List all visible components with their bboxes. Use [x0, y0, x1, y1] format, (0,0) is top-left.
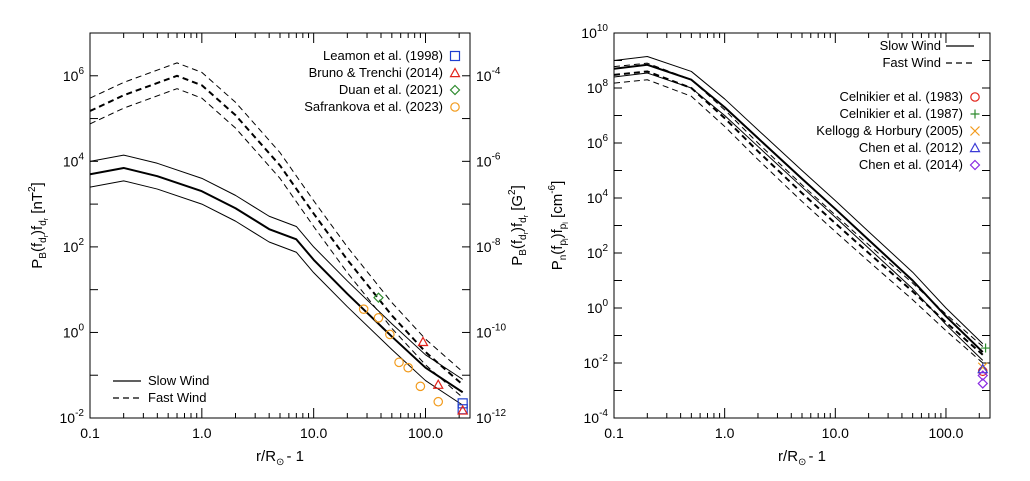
x-axis-label: r/R⊙ - 1	[778, 448, 826, 468]
y-axis-label: Pn(fpl)fpl [cm-6]	[547, 181, 570, 271]
series-line	[90, 154, 463, 380]
y-tick-label: 10-2	[584, 353, 609, 371]
y2-tick-label: 10-10	[476, 322, 506, 340]
y-tick-label: 10-4	[584, 408, 609, 426]
data-marker	[385, 329, 395, 340]
x-tick-label: 100.0	[408, 425, 443, 441]
legend-label: Chen et al. (2012)	[859, 140, 963, 155]
y-tick-label: 102	[587, 243, 609, 261]
legend-label: Celnikier et al. (1987)	[839, 106, 963, 121]
legend-marker	[969, 159, 981, 171]
series-line	[90, 166, 464, 394]
legend-label: Duan et al. (2021)	[339, 82, 443, 97]
line-legend-label: Fast Wind	[148, 390, 207, 405]
x-tick-label: 0.1	[80, 425, 100, 441]
data-marker	[373, 292, 384, 304]
data-marker	[415, 381, 426, 392]
data-marker	[457, 398, 468, 409]
series-line	[614, 55, 984, 345]
line-legend-label: Slow Wind	[880, 38, 941, 53]
data-marker	[432, 378, 444, 389]
y2-tick-label: 10-12	[476, 408, 506, 426]
legend-label: Bruno & Trenchi (2014)	[309, 65, 443, 80]
line-legend-label: Slow Wind	[148, 373, 209, 388]
x-axis-label: r/R⊙ - 1	[256, 448, 304, 468]
x-tick-label: 10.0	[300, 425, 327, 441]
data-marker	[403, 362, 413, 373]
x-tick-label: 1.0	[715, 425, 735, 441]
series-line	[90, 180, 463, 406]
y-tick-label: 100	[587, 298, 609, 316]
legend-label: Chen et al. (2014)	[859, 157, 963, 172]
legend-label: Safrankova et al. (2023)	[304, 99, 443, 114]
left-chart: 0.1 1.0 10.0 100.0 10-2 100 102 104 106 10-12 10-1…	[27, 32, 530, 468]
data-marker	[977, 378, 989, 389]
legend: Celnikier et al. (1983) Celnikier et al. …	[816, 89, 981, 172]
curves	[90, 62, 464, 406]
legend-marker	[970, 109, 980, 119]
legend-label: Celnikier et al. (1983)	[839, 89, 963, 104]
data-marker	[981, 343, 991, 353]
legend: Leamon et al. (1998) Bruno & Trenchi (201…	[304, 48, 461, 114]
y-tick-label: 102	[63, 237, 85, 255]
y-tick-label: 10-2	[60, 408, 85, 426]
y-axis-label: PB(fdr)fdr [nT2]	[27, 182, 50, 268]
data-marker	[433, 396, 444, 407]
data-marker	[457, 404, 469, 415]
line-legend: Slow Wind Fast Wind	[880, 38, 974, 70]
x-tick-label: 1.0	[192, 425, 212, 441]
data-marker	[417, 336, 429, 347]
series-line	[614, 70, 984, 356]
x-tick-label: 10.0	[822, 425, 849, 441]
right-chart: 0.1 1.0 10.0 100.0 10-4 10-2 100 102 104 106 108 10…	[547, 23, 991, 468]
legend-marker	[449, 84, 461, 96]
legend-marker	[449, 50, 461, 62]
legend-marker	[449, 67, 461, 78]
y-tick-label: 106	[587, 133, 609, 151]
legend-marker	[969, 142, 981, 153]
x-tick-label: 100.0	[928, 425, 963, 441]
y-tick-label: 108	[587, 78, 609, 96]
data-marker	[977, 363, 989, 374]
data-marker	[358, 304, 369, 314]
line-legend: Slow Wind Fast Wind	[113, 373, 209, 405]
legend-marker	[450, 102, 460, 112]
y2-axis-label: PB(fdr)fdr [G2]	[507, 185, 530, 266]
y-tick-label: 106	[63, 66, 85, 84]
series-line	[90, 88, 464, 398]
legend-marker	[970, 92, 980, 102]
y-tick-label: 1010	[581, 23, 608, 41]
data-marker	[373, 312, 384, 323]
y2-tick-label: 10-4	[476, 66, 501, 84]
curves	[614, 55, 984, 364]
data-marker	[977, 370, 989, 381]
y-tick-label: 104	[63, 151, 85, 169]
y2-tick-label: 10-8	[476, 237, 501, 255]
line-legend-label: Fast Wind	[882, 55, 941, 70]
series-line	[614, 62, 984, 347]
legend-label: Leamon et al. (1998)	[323, 48, 443, 63]
y2-tick-label: 10-6	[476, 151, 501, 169]
series-line	[614, 79, 984, 364]
legend-marker	[970, 126, 980, 136]
y-tick-label: 100	[63, 322, 85, 340]
x-tick-label: 0.1	[604, 425, 624, 441]
data-marker	[394, 357, 404, 368]
legend-label: Kellogg & Horbury (2005)	[816, 123, 963, 138]
series-line	[90, 74, 464, 386]
series-line	[90, 62, 464, 373]
y-tick-label: 104	[587, 188, 609, 206]
